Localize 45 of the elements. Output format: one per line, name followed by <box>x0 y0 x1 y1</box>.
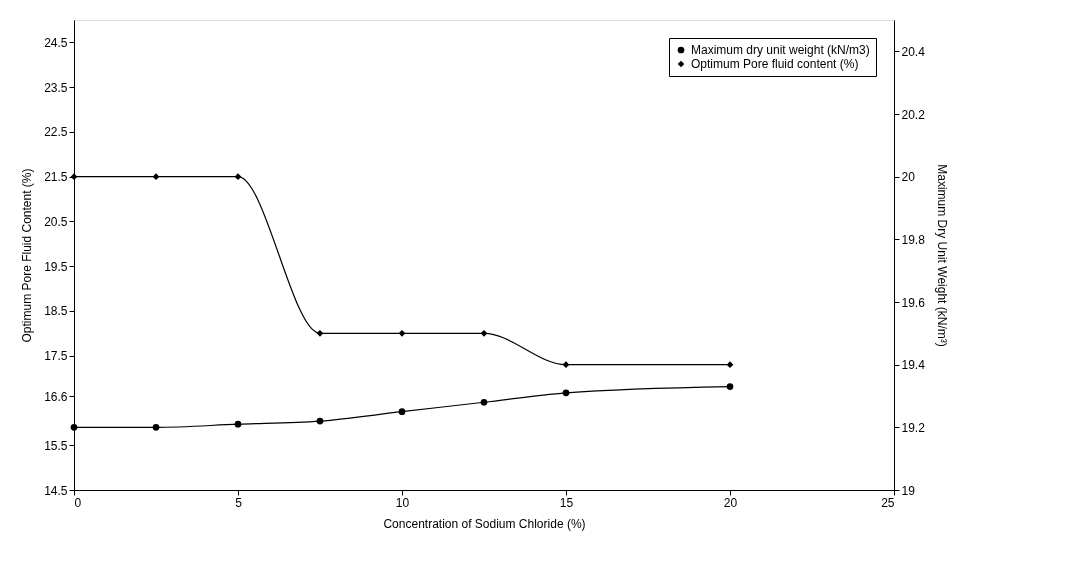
y-tick-label: 24.5 <box>44 35 68 50</box>
y2-tick-label: 19 <box>901 483 916 498</box>
x-tick-label: 15 <box>559 495 574 510</box>
y2-tick-label: 19.6 <box>901 295 926 310</box>
point <box>562 389 570 397</box>
y2-tick-label: 20 <box>901 170 916 185</box>
y-tick-label: 19.5 <box>44 259 68 274</box>
y2-tick-label: 20.4 <box>901 44 926 59</box>
y-axis-title: Optimum Pore Fluid Content (%) <box>20 168 35 343</box>
point <box>398 329 406 337</box>
y-tick-label: 15.5 <box>44 438 68 453</box>
x-tick-label: 5 <box>235 495 243 510</box>
y-tick-label: 20.5 <box>44 214 68 229</box>
point <box>726 361 734 369</box>
x-tick-label: 25 <box>881 495 895 510</box>
point <box>398 408 406 416</box>
point <box>70 423 78 431</box>
legend-label: Optimum Pore fluid content (%) <box>691 57 859 71</box>
point <box>480 398 488 406</box>
y2-tick-label: 19.4 <box>901 358 926 373</box>
point <box>234 173 242 181</box>
y-tick-label: 16.6 <box>44 389 68 404</box>
point <box>152 173 160 181</box>
y-tick-label: 22.5 <box>44 125 68 140</box>
x-tick-label: 0 <box>74 495 82 510</box>
y-tick-label: 14.5 <box>44 483 68 498</box>
y-tick-label: 21.5 <box>44 170 68 185</box>
legend-label: Maximum dry unit weight (kN/m3) <box>691 43 870 57</box>
point <box>234 420 242 428</box>
x-tick-label: 10 <box>395 495 410 510</box>
x-axis-title: Concentration of Sodium Chloride (%) <box>383 516 586 531</box>
point <box>562 361 570 369</box>
point <box>316 329 324 337</box>
y2-tick-label: 19.8 <box>901 232 926 247</box>
y-tick-label: 17.5 <box>44 349 68 364</box>
point <box>726 383 734 390</box>
point <box>316 417 324 425</box>
point <box>480 329 488 337</box>
y-tick-label: 23.5 <box>44 80 68 95</box>
point <box>152 423 160 431</box>
y2-tick-label: 19.2 <box>901 420 926 435</box>
y2-axis-title: Maximum Dry Unit Weight (kN/m³) <box>934 164 949 347</box>
x-tick-label: 20 <box>723 495 738 510</box>
y-tick-label: 18.5 <box>44 304 68 319</box>
y2-tick-label: 20.2 <box>901 107 926 122</box>
